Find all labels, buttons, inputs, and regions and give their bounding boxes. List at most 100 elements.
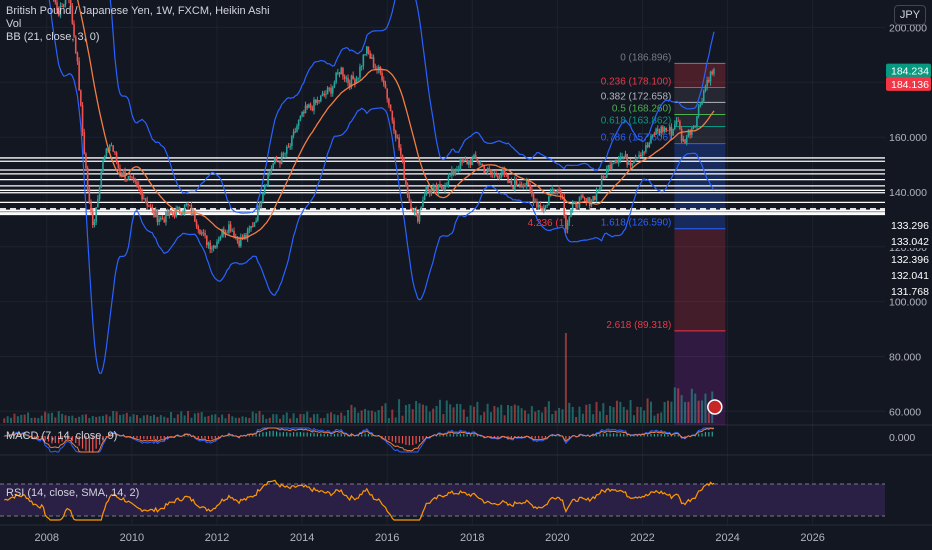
candle-body [316, 100, 319, 103]
candle-body [587, 197, 589, 202]
macd-histogram-bar [129, 436, 131, 438]
bollinger-upper [109, 0, 715, 214]
candle-body [88, 188, 91, 203]
macd-histogram-bar [395, 436, 397, 443]
candle-body [573, 201, 576, 203]
macd-title[interactable]: MACD (7, 14, close, 9) [6, 430, 118, 442]
candle-body [73, 23, 75, 37]
candle-body [442, 187, 445, 190]
price-tick-label: 140.000 [889, 187, 927, 199]
candle-body [279, 161, 281, 164]
candle-body [323, 93, 326, 96]
macd-histogram-bar [595, 434, 598, 437]
volume-bar [197, 412, 200, 423]
macd-histogram-bar [667, 434, 669, 437]
candle-body [240, 236, 242, 247]
rsi-title[interactable]: RSI (14, close, SMA, 14, 2) [6, 487, 140, 499]
macd-histogram-bar [207, 436, 210, 440]
candle-body [291, 135, 293, 147]
macd-histogram-bar [463, 433, 465, 437]
volume-bar [347, 409, 350, 423]
macd-histogram-bar [497, 436, 499, 438]
macd-histogram-bar [701, 433, 703, 437]
candle-body [209, 242, 211, 250]
volume-bar [367, 410, 370, 423]
candle-body [320, 95, 322, 102]
candle-body [619, 156, 622, 160]
candle-body [696, 116, 698, 127]
candle-body [600, 176, 603, 188]
candle-body [577, 206, 579, 208]
candle-body [432, 187, 434, 190]
candle-body [393, 120, 395, 132]
candle-body [396, 137, 399, 139]
candle-body [205, 235, 208, 245]
candle-body [268, 171, 271, 175]
candle-body [158, 219, 160, 223]
candle-body [265, 185, 268, 187]
volume-bar [629, 400, 632, 423]
candle-body [337, 72, 339, 74]
macd-histogram-bar [422, 436, 424, 440]
macd-histogram-bar [442, 435, 444, 437]
candle-body [408, 195, 411, 201]
candle-body [165, 211, 167, 223]
macd-histogram-bar [41, 436, 43, 438]
volume-bar [333, 414, 336, 423]
volume-bar [187, 411, 190, 423]
candle-body [517, 184, 520, 186]
candle-body [129, 176, 131, 177]
macd-histogram-bar [306, 432, 308, 437]
candle-body [428, 190, 431, 194]
fib-level-label: 4.236 (1… [528, 218, 575, 229]
macd-histogram-bar [275, 431, 278, 437]
candle-body [633, 161, 635, 164]
indicator-bb[interactable]: BB (21, close, 3, 0) [6, 31, 100, 43]
macd-histogram-bar [555, 435, 557, 437]
candle-body [306, 105, 308, 108]
macd-histogram-bar [201, 436, 203, 439]
volume-bar [159, 415, 162, 423]
macd-histogram-bar [704, 432, 707, 437]
candle-body [56, 2, 58, 11]
macd-histogram-bar [670, 435, 673, 437]
volume-bar [507, 404, 510, 423]
candle-body [80, 90, 82, 106]
macd-histogram-bar [493, 436, 496, 438]
candle-body [382, 80, 385, 85]
volume-bar [575, 416, 578, 423]
candle-body [607, 164, 610, 169]
candle-body [565, 216, 567, 230]
volume-bar [445, 400, 448, 423]
volume-bar [91, 415, 94, 423]
candle-body [405, 178, 407, 185]
candle-body [177, 207, 179, 209]
candle-body [629, 162, 632, 166]
macd-histogram-bar [623, 433, 625, 437]
candle-body [452, 169, 455, 175]
candle-body [418, 209, 421, 222]
volume-bar [217, 417, 220, 423]
candle-body [318, 100, 320, 102]
candle-body [459, 159, 462, 170]
macd-histogram-bar [303, 432, 305, 437]
macd-histogram-bar [58, 436, 60, 444]
candle-body [365, 46, 368, 55]
candle-body [691, 128, 693, 135]
volume-bar [238, 417, 241, 423]
candle-body [272, 163, 274, 169]
macd-histogram-bar [558, 435, 560, 437]
indicator-vol[interactable]: Vol [6, 18, 22, 30]
macd-histogram-bar [214, 436, 216, 439]
volume-bar [149, 416, 152, 423]
volume-bar [139, 418, 142, 423]
volume-bar [251, 411, 254, 423]
candle-body [277, 161, 280, 163]
volume-bar [632, 415, 635, 423]
candle-body [255, 220, 257, 223]
currency-button[interactable]: JPY [894, 5, 926, 25]
volume-bar [50, 412, 53, 423]
candle-body [257, 205, 259, 221]
macd-histogram-bar [684, 436, 686, 438]
